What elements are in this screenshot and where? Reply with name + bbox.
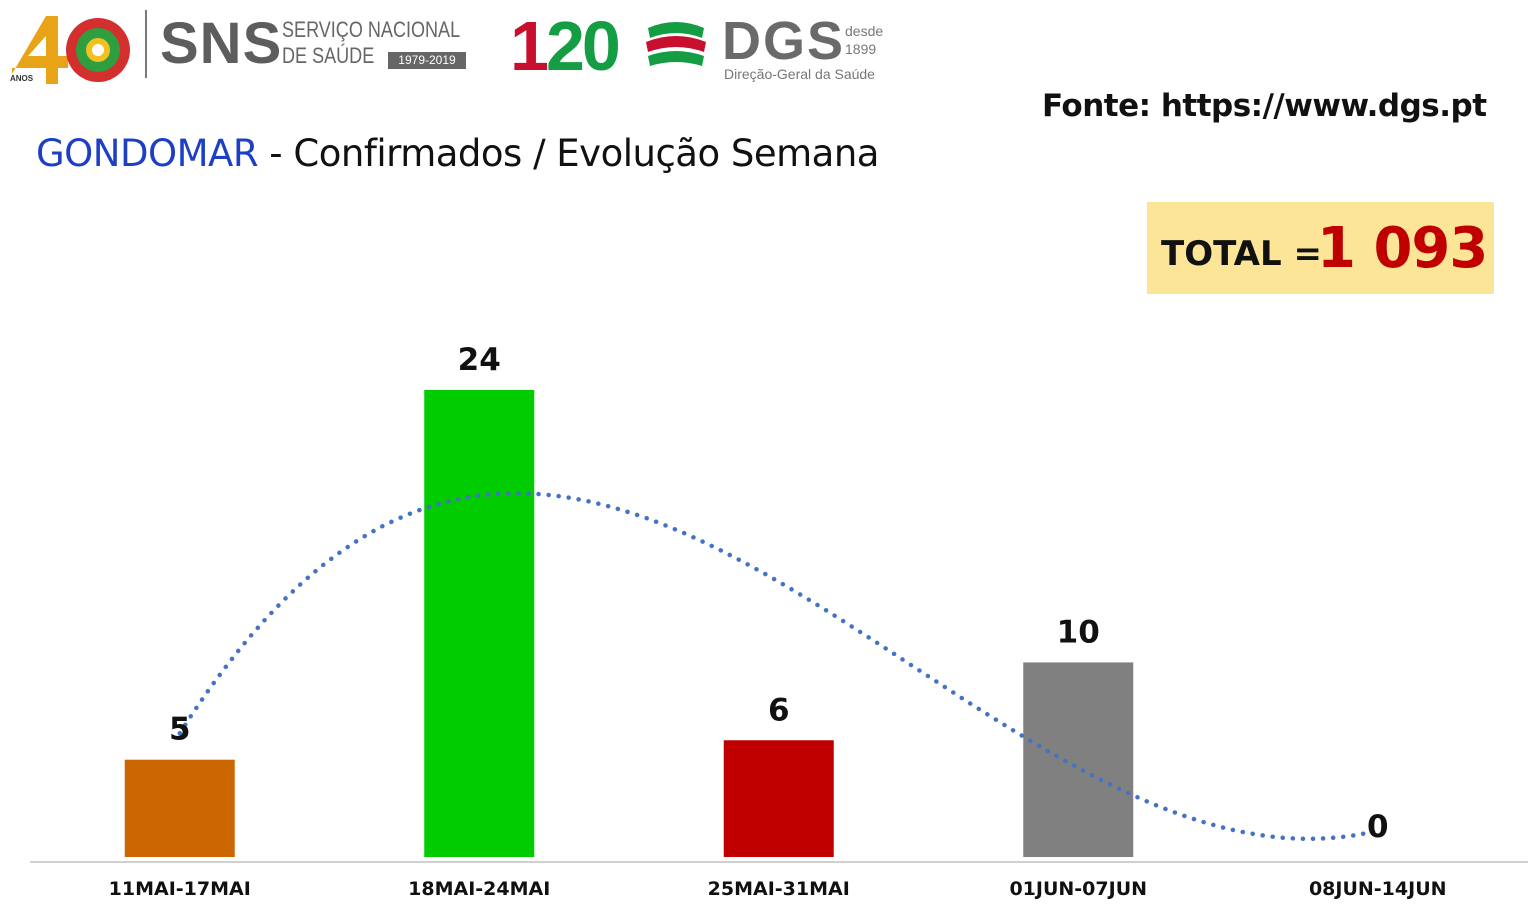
- data-label-3: 10: [1057, 614, 1100, 650]
- total-value: 1 093: [1317, 216, 1488, 281]
- logo-120-one: 1: [510, 7, 549, 85]
- sns-years-badge: 1979-2019: [388, 52, 466, 69]
- total-label: TOTAL =: [1161, 234, 1322, 274]
- dgs-desde-label: desde: [845, 23, 884, 39]
- bar-1: [424, 390, 535, 857]
- bar-chart: 5 11MAI-17MAI 24 18MAI-24MAI 6 25MAI-31MAI 10 0…: [30, 342, 1528, 900]
- bar-2: [723, 740, 834, 857]
- category-label-4: 08JUN-14JUN: [1309, 878, 1447, 900]
- source-note: Fonte: https://www.dgs.pt: [1042, 88, 1487, 124]
- data-label-4: 0: [1367, 809, 1389, 845]
- category-label-0: 11MAI-17MAI: [109, 878, 251, 900]
- logo-divider: [145, 10, 147, 78]
- dgs-mark-icon: [646, 22, 706, 66]
- logo-120-rest: 20: [545, 7, 621, 85]
- logo-bar: ANOS SNS SERVIÇO NACIONAL DE SAÚDE 1979-…: [0, 0, 900, 95]
- title-place: GONDOMAR: [36, 132, 259, 175]
- dgs-logo-text: DGS: [722, 11, 846, 71]
- category-label-3: 01JUN-07JUN: [1009, 878, 1147, 900]
- sns-subtitle-line1: SERVIÇO NACIONAL: [282, 17, 461, 42]
- bar-3: [1023, 662, 1134, 857]
- title-rest: - Confirmados / Evolução Semana: [258, 132, 879, 175]
- category-label-1: 18MAI-24MAI: [408, 878, 550, 900]
- sns-logo-text: SNS: [160, 11, 283, 76]
- category-label-2: 25MAI-31MAI: [708, 878, 850, 900]
- dgs-logo-subtitle: Direção-Geral da Saúde: [724, 66, 875, 82]
- dgs-desde-year: 1899: [845, 41, 877, 57]
- page-title: GONDOMAR - Confirmados / Evolução Semana: [36, 132, 879, 175]
- data-label-1: 24: [458, 342, 501, 378]
- data-label-2: 6: [768, 692, 790, 728]
- logo-120-anos: 120: [510, 7, 621, 85]
- dgs-since: desde 1899: [845, 22, 883, 58]
- bar-0: [124, 759, 235, 857]
- data-label-0: 5: [169, 712, 191, 748]
- sns-logo-subtitle: SERVIÇO NACIONAL DE SAÚDE: [282, 17, 460, 69]
- sns-40-years-logo: ANOS: [6, 8, 134, 88]
- total-box: TOTAL = 1 093: [1147, 202, 1494, 294]
- sns-subtitle-line2: DE SAÚDE: [282, 43, 375, 68]
- logo-40-anos: ANOS: [10, 74, 34, 83]
